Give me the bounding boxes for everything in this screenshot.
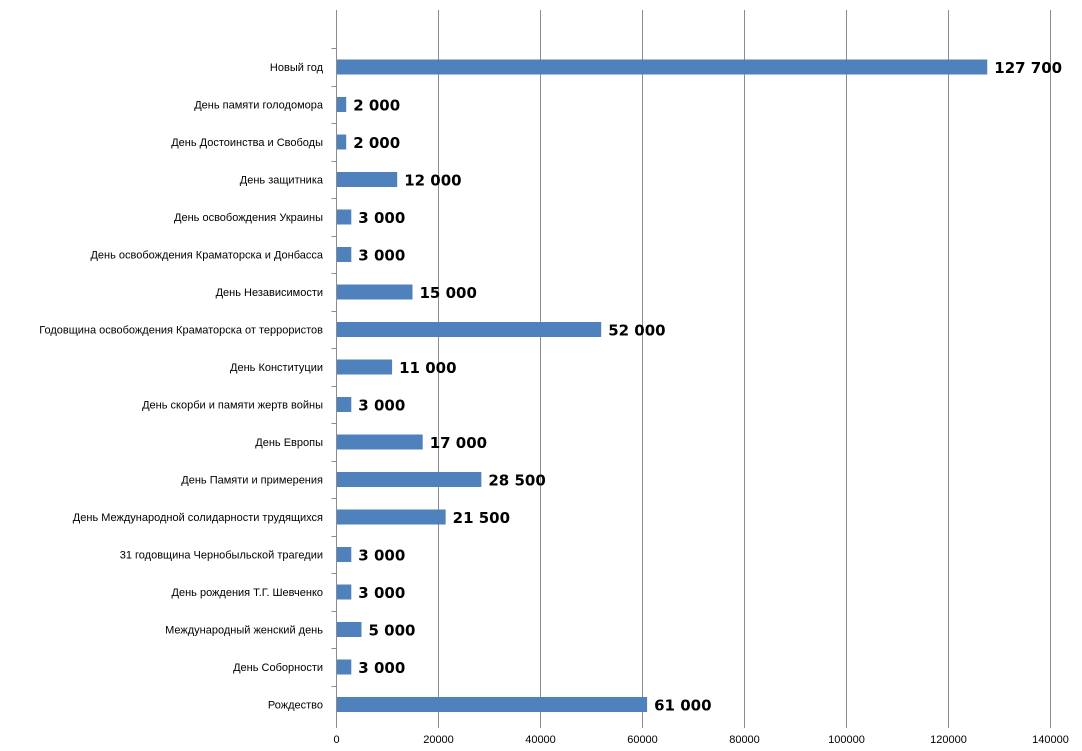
category-labels: Новый год День памяти голодомора День Дост… — [39, 48, 337, 712]
category-label: День освобождения Украины — [174, 212, 323, 224]
bar — [337, 97, 347, 112]
category-label: День Независимости — [216, 287, 323, 299]
data-label: 15 000 — [420, 284, 477, 302]
x-tick-label: 60000 — [627, 734, 658, 746]
category-label: День рождения Т.Г. Шевченко — [172, 587, 323, 599]
bar — [337, 472, 482, 487]
category-label: День Европы — [255, 437, 323, 449]
category-label: День защитника — [240, 175, 324, 187]
data-label: 21 500 — [453, 509, 510, 527]
category-label: День Достоинства и Свободы — [171, 137, 323, 149]
category-label: День памяти голодомора — [194, 100, 324, 112]
x-tick-label: 40000 — [525, 734, 556, 746]
gridlines — [438, 10, 1051, 723]
category-label: День Соборности — [233, 662, 323, 674]
category-label: День освобождения Краматорска и Донбасса — [90, 250, 323, 262]
x-tick-label: 80000 — [729, 734, 760, 746]
category-label: Международный женский день — [165, 625, 323, 637]
bar — [337, 547, 352, 562]
x-tick-label: 20000 — [423, 734, 454, 746]
data-label: 2 000 — [353, 134, 400, 152]
data-label: 3 000 — [358, 209, 405, 227]
bar — [337, 397, 352, 412]
data-label: 3 000 — [358, 547, 405, 565]
category-label: День Памяти и примерения — [181, 475, 323, 487]
data-label: 28 500 — [488, 472, 545, 490]
category-label: Годовщина освобождения Краматорска от те… — [39, 325, 323, 337]
data-label: 61 000 — [654, 697, 711, 715]
x-axis-tick-labels: 0 20000 40000 60000 80000 100000 120000 140000 — [333, 723, 1069, 746]
bar — [337, 172, 398, 187]
bar — [337, 322, 602, 337]
bar — [337, 584, 352, 600]
bar — [337, 434, 423, 450]
x-tick-label: 100000 — [828, 734, 865, 746]
bar — [337, 247, 352, 262]
data-label: 127 700 — [994, 59, 1062, 77]
data-label: 12 000 — [404, 172, 461, 190]
data-label: 3 000 — [358, 584, 405, 602]
x-tick-label: 0 — [333, 734, 339, 746]
data-label: 11 000 — [399, 359, 456, 377]
data-label: 52 000 — [608, 322, 665, 340]
bar — [337, 359, 393, 375]
category-label: День Конституции — [230, 362, 323, 374]
data-label: 3 000 — [358, 397, 405, 415]
bar — [337, 134, 347, 150]
data-label: 3 000 — [358, 659, 405, 677]
data-label: 2 000 — [353, 97, 400, 115]
category-label: День Международной солидарности трудящих… — [73, 512, 323, 524]
data-label: 17 000 — [430, 434, 487, 452]
x-tick-label: 140000 — [1032, 734, 1069, 746]
category-label: Рождество — [268, 700, 323, 712]
data-labels: 127 700 2 000 2 000 12 000 3 000 3 000 15 000 5… — [353, 59, 1062, 715]
x-tick-label: 120000 — [930, 734, 967, 746]
bars — [337, 59, 988, 712]
bar — [337, 59, 988, 75]
bar — [337, 509, 446, 525]
bar — [337, 284, 413, 300]
data-label: 5 000 — [369, 622, 416, 640]
bar — [337, 697, 648, 712]
bar — [337, 659, 352, 675]
bar — [337, 209, 352, 225]
category-label: День скорби и памяти жертв войны — [142, 400, 323, 412]
bar — [337, 622, 362, 637]
category-label: 31 годовщина Чернобыльской трагедии — [120, 550, 323, 562]
data-label: 3 000 — [358, 247, 405, 265]
category-label: Новый год — [270, 62, 324, 74]
